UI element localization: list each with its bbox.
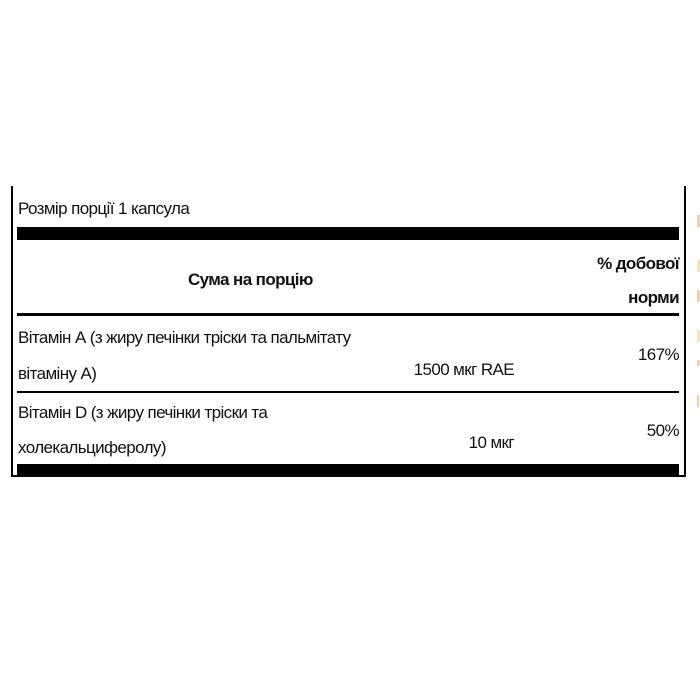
thick-divider [17, 227, 679, 240]
nutrient-amount: 1500 мкг RAE [413, 360, 515, 379]
header-divider [17, 313, 679, 316]
nutrient-amount: 10 мкг [468, 433, 515, 452]
edge-mark [697, 290, 700, 302]
left-border [11, 186, 13, 477]
bottom-thick-bar [17, 464, 679, 475]
edge-mark [697, 260, 700, 272]
edge-mark [697, 215, 700, 227]
serving-size: Розмір порції 1 капсула [18, 199, 190, 218]
bottom-border [11, 475, 686, 477]
daily-value-header-line1: % добової [597, 254, 680, 273]
edge-mark [697, 360, 700, 366]
edge-mark [697, 330, 700, 342]
right-border [684, 186, 686, 477]
nutrient-name-line1: Вітамін А (з жиру печінки тріски та паль… [18, 328, 351, 347]
amount-per-serving-header: Сума на порцію [188, 270, 313, 289]
nutrient-name-line2: вітаміну А) [18, 364, 97, 383]
edge-mark [697, 395, 699, 407]
row-divider [17, 391, 679, 393]
nutrient-daily-value: 50% [646, 421, 680, 440]
nutrient-name-line1: Вітамін D (з жиру печінки тріски та [18, 403, 268, 422]
daily-value-header-line2: норми [628, 288, 679, 307]
nutrient-name-line2: холекальциферолу) [18, 438, 167, 457]
nutrient-daily-value: 167% [637, 345, 680, 364]
